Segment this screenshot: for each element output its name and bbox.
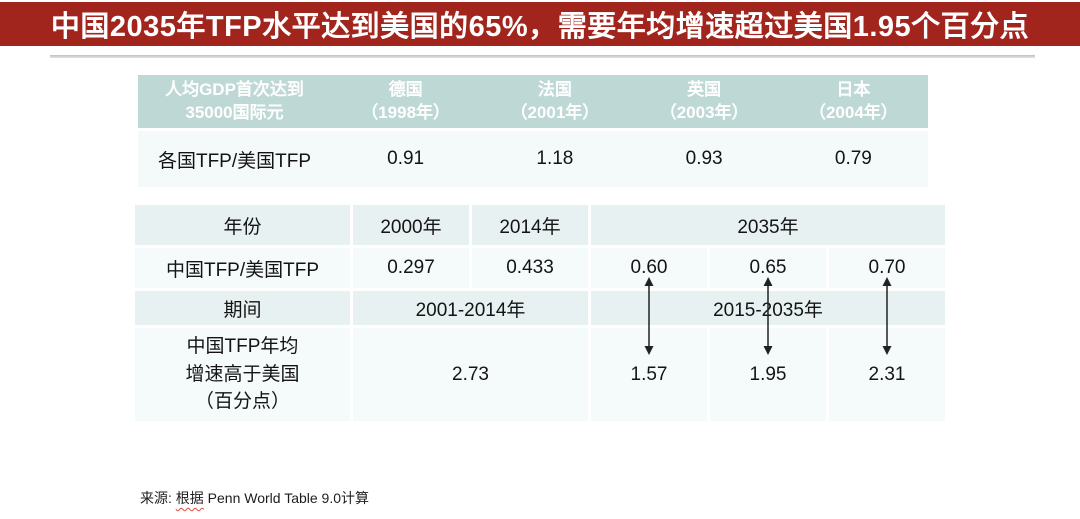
period-row-label: 期间 [135, 291, 350, 325]
source-rest: Penn World Table 9.0计算 [203, 490, 370, 506]
column-header-uk: 英国 （2003年） [659, 80, 749, 122]
year-2014: 2014年 [472, 205, 588, 245]
corner-header-line2: 35000国际元 [185, 102, 284, 122]
year-2035: 2035年 [591, 205, 945, 245]
growth-gap-scenario-070: 2.31 [829, 328, 945, 421]
benchmark-row-label: 各国TFP/美国TFP [157, 150, 312, 172]
benchmark-corner-header: 人均GDP首次达到 35000国际元 [138, 75, 331, 128]
year-row-label: 年份 [135, 205, 350, 245]
corner-header-line1: 人均GDP首次达到 [165, 80, 304, 100]
china-tfp-grid: 年份 2000年 2014年 2035年 中国TFP/美国TFP 0.297 0… [135, 205, 945, 421]
benchmark-table-value-row: 各国TFP/美国TFP 0.91 1.18 0.93 0.79 [138, 131, 928, 187]
china-tfp-row-label: 中国TFP/美国TFP [135, 248, 350, 288]
divider-line [50, 55, 1035, 58]
source-word-underlined: 根据 [175, 490, 204, 506]
growth-gap-2001-2014: 2.73 [353, 328, 588, 421]
tfp-value-france: 1.18 [536, 148, 574, 169]
benchmark-table-header-row: 人均GDP首次达到 35000国际元 德国 （1998年） 法国 （2001年）… [138, 75, 928, 128]
china-tfp-2035-mid: 0.65 [710, 248, 826, 288]
growth-gap-scenario-065: 1.95 [710, 328, 826, 421]
tfp-value-germany: 0.91 [387, 148, 425, 169]
column-header-germany: 德国 （1998年） [361, 80, 451, 122]
benchmark-countries-table: 人均GDP首次达到 35000国际元 德国 （1998年） 法国 （2001年）… [138, 75, 928, 187]
page-title: 中国2035年TFP水平达到美国的65%，需要年均增速超过美国1.95个百分点 [50, 11, 1030, 43]
period-2001-2014: 2001-2014年 [353, 291, 588, 325]
tfp-value-uk: 0.93 [685, 148, 723, 169]
title-banner: 中国2035年TFP水平达到美国的65%，需要年均增速超过美国1.95个百分点 [0, 2, 1080, 46]
china-tfp-2014: 0.433 [472, 248, 588, 288]
source-note: 来源: 根据 Penn World Table 9.0计算 [140, 488, 369, 508]
china-tfp-2035-high: 0.70 [829, 248, 945, 288]
china-tfp-2000: 0.297 [353, 248, 469, 288]
growth-gap-scenario-060: 1.57 [591, 328, 707, 421]
china-tfp-table: 年份 2000年 2014年 2035年 中国TFP/美国TFP 0.297 0… [135, 205, 945, 421]
column-header-japan: 日本 （2004年） [808, 80, 898, 122]
tfp-value-japan: 0.79 [834, 148, 872, 169]
year-2000: 2000年 [353, 205, 469, 245]
column-header-france: 法国 （2001年） [510, 80, 600, 122]
source-prefix: 来源: [140, 490, 176, 506]
china-tfp-2035-low: 0.60 [591, 248, 707, 288]
growth-gap-row-label: 中国TFP年均 增速高于美国 （百分点） [135, 328, 350, 421]
period-2015-2035: 2015-2035年 [591, 291, 945, 325]
